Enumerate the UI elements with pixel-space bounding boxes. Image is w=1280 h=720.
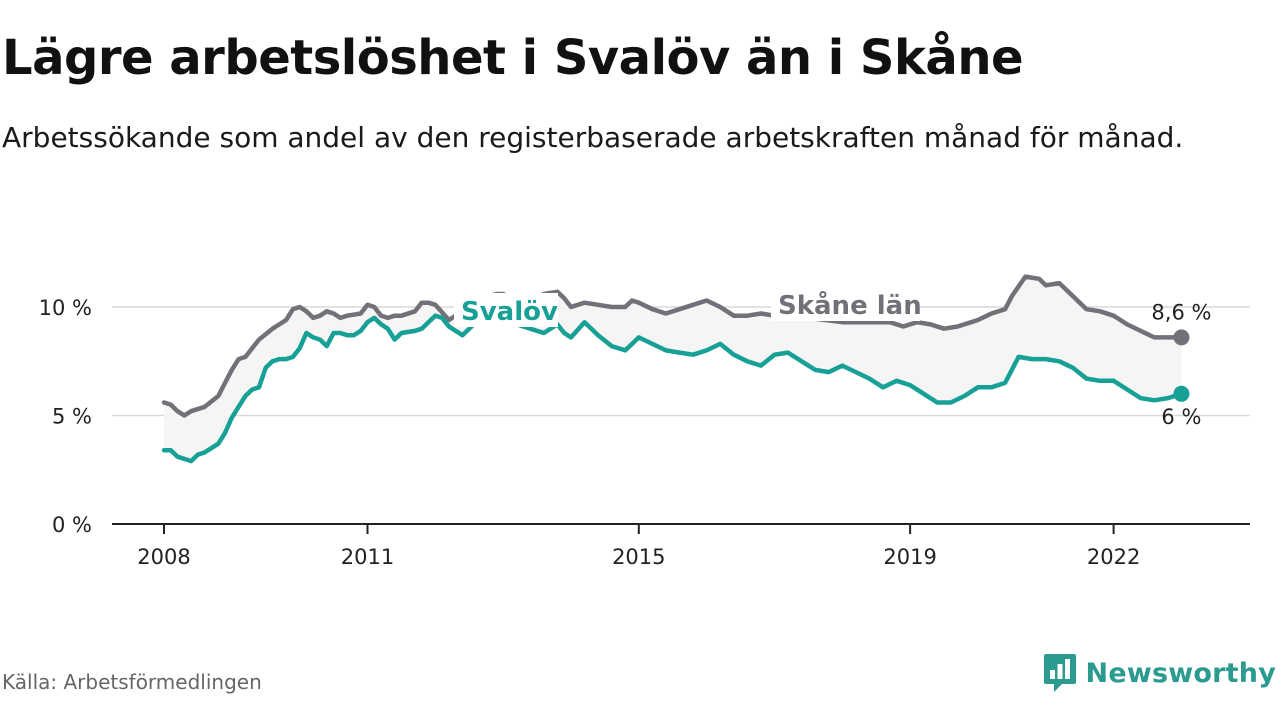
end-dot	[1173, 329, 1190, 346]
series-label-skane: Skåne län	[778, 289, 922, 321]
end-marks: 8,6 % 6 %	[1151, 300, 1211, 428]
line-chart: 2008 2011 2015 2019 2022 0 % 5 % 10 % Svalöv Sk…	[39, 274, 1250, 569]
source-note: Källa: Arbetsförmedlingen	[2, 670, 262, 694]
x-tick-label: 2022	[1087, 545, 1140, 569]
y-tick-label: 10 %	[39, 296, 92, 320]
end-value-label: 8,6 %	[1151, 300, 1211, 324]
x-tick-label: 2015	[612, 545, 665, 569]
series-label-svalov: Svalöv	[461, 297, 558, 327]
series-label-skane-bg	[771, 287, 920, 321]
end-value-label: 6 %	[1161, 405, 1201, 429]
series-labels: Svalöv Skåne län	[454, 287, 922, 327]
x-axis: 2008 2011 2015 2019 2022	[137, 524, 1140, 569]
end-dot	[1173, 385, 1190, 402]
y-tick-label: 0 %	[52, 513, 92, 537]
brand-logo[interactable]: Newsworthy	[1042, 652, 1276, 694]
x-tick-label: 2019	[883, 545, 936, 569]
page-title: Lägre arbetslöshet i Svalöv än i Skåne	[2, 30, 1024, 86]
x-tick-label: 2008	[137, 545, 190, 569]
page-subtitle: Arbetssökande som andel av den registerb…	[2, 121, 1184, 154]
series-line-svalov	[161, 313, 1184, 464]
y-axis: 0 % 5 % 10 %	[39, 296, 92, 537]
series-label-svalov-bg	[454, 293, 558, 327]
series-line-skane	[161, 274, 1184, 418]
y-tick-label: 5 %	[52, 405, 92, 429]
gap-band	[164, 276, 1182, 462]
brand-name: Newsworthy	[1085, 657, 1276, 689]
bar-chart-speech-icon	[1043, 654, 1076, 692]
x-tick-label: 2011	[341, 545, 394, 569]
